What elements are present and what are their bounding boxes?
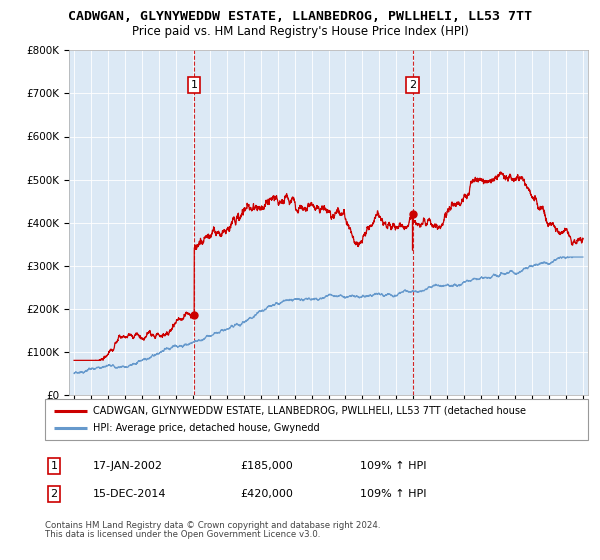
Text: CADWGAN, GLYNYWEDDW ESTATE, LLANBEDROG, PWLLHELI, LL53 7TT: CADWGAN, GLYNYWEDDW ESTATE, LLANBEDROG, … [68, 10, 532, 23]
Text: HPI: Average price, detached house, Gwynedd: HPI: Average price, detached house, Gwyn… [93, 423, 320, 433]
Text: £420,000: £420,000 [240, 489, 293, 499]
Text: £185,000: £185,000 [240, 461, 293, 471]
Text: 1: 1 [50, 461, 58, 471]
Text: This data is licensed under the Open Government Licence v3.0.: This data is licensed under the Open Gov… [45, 530, 320, 539]
Text: 2: 2 [50, 489, 58, 499]
Text: 1: 1 [191, 80, 197, 90]
Text: 109% ↑ HPI: 109% ↑ HPI [360, 489, 427, 499]
Text: Price paid vs. HM Land Registry's House Price Index (HPI): Price paid vs. HM Land Registry's House … [131, 25, 469, 38]
Text: Contains HM Land Registry data © Crown copyright and database right 2024.: Contains HM Land Registry data © Crown c… [45, 521, 380, 530]
Text: CADWGAN, GLYNYWEDDW ESTATE, LLANBEDROG, PWLLHELI, LL53 7TT (detached house: CADWGAN, GLYNYWEDDW ESTATE, LLANBEDROG, … [93, 405, 526, 416]
Text: 17-JAN-2002: 17-JAN-2002 [93, 461, 163, 471]
Text: 109% ↑ HPI: 109% ↑ HPI [360, 461, 427, 471]
Text: 2: 2 [409, 80, 416, 90]
Text: 15-DEC-2014: 15-DEC-2014 [93, 489, 167, 499]
